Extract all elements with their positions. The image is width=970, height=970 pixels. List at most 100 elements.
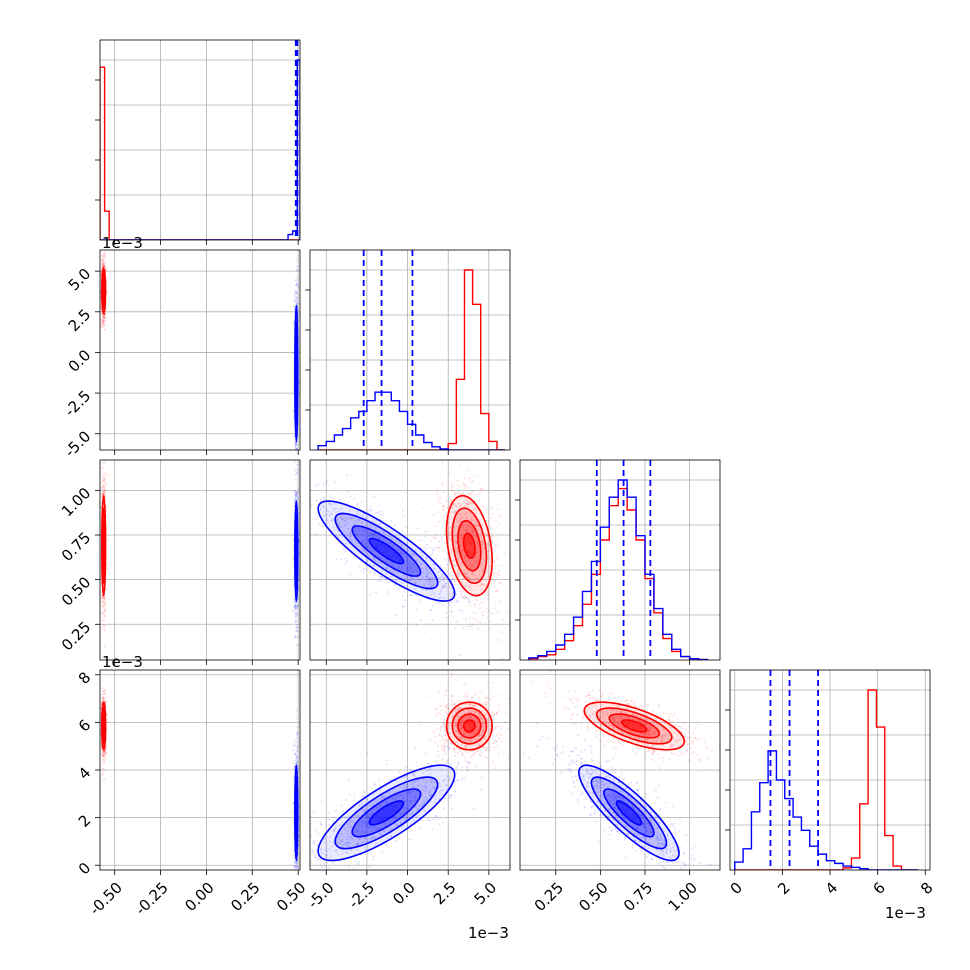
- scatter-point: [356, 511, 359, 514]
- scatter-point: [415, 559, 418, 562]
- scatter-point: [477, 523, 480, 526]
- scatter-point: [464, 513, 467, 516]
- scatter-point: [370, 546, 373, 549]
- scatter-point: [410, 576, 413, 579]
- scatter-point: [101, 605, 104, 608]
- scatter-point: [457, 502, 460, 505]
- scatter-point: [353, 523, 356, 526]
- scatter-point: [480, 539, 483, 542]
- scatter-point: [325, 482, 328, 485]
- scatter-point: [294, 498, 297, 501]
- scatter-point: [420, 546, 423, 549]
- scatter-point: [481, 541, 484, 544]
- panel-frame: [99, 39, 301, 241]
- scatter-point: [488, 549, 491, 552]
- scatter-point: [103, 461, 106, 464]
- scatter-point: [394, 614, 397, 617]
- scatter-point: [101, 258, 104, 261]
- scatter-point: [478, 603, 481, 606]
- scatter-point: [442, 585, 445, 588]
- scatter-point: [100, 495, 103, 498]
- scatter-point: [403, 552, 406, 555]
- scatter-point: [455, 539, 458, 542]
- scatter-point: [466, 583, 469, 586]
- scatter-point: [442, 577, 445, 580]
- scatter-point: [441, 481, 444, 484]
- scatter-point: [101, 611, 104, 614]
- scatter-point: [455, 600, 458, 603]
- scatter-point: [367, 535, 370, 538]
- scatter-point: [333, 502, 336, 505]
- scatter-point: [378, 514, 381, 517]
- scatter-point: [449, 501, 452, 504]
- y-tick-label: -2.5: [61, 387, 94, 420]
- scatter-point: [408, 569, 411, 572]
- scatter-point: [456, 573, 459, 576]
- scatter-point: [461, 516, 464, 519]
- scatter-point: [480, 544, 483, 547]
- scatter-point: [443, 533, 446, 536]
- scatter-point: [100, 487, 103, 490]
- scatter-point: [296, 755, 299, 758]
- scatter-point: [295, 756, 298, 759]
- scatter-point: [403, 563, 406, 566]
- scatter-point: [464, 523, 467, 526]
- scatter-point: [356, 510, 359, 513]
- scatter-point: [480, 583, 483, 586]
- scatter-point: [293, 456, 295, 458]
- scatter-point: [472, 572, 475, 575]
- scatter-point: [449, 547, 452, 550]
- scatter-point: [102, 316, 105, 319]
- scatter-point: [102, 479, 105, 482]
- scatter-point: [463, 484, 466, 487]
- scatter-point: [466, 485, 469, 488]
- scatter-point: [454, 564, 457, 567]
- scatter-point: [376, 511, 379, 514]
- scatter-point: [402, 595, 405, 598]
- scatter-point: [346, 560, 349, 563]
- scatter-point: [444, 541, 447, 544]
- scatter-point: [461, 609, 464, 612]
- scatter-point: [347, 527, 350, 530]
- scatter-point: [462, 596, 465, 599]
- scatter-point: [488, 574, 491, 577]
- scatter-point: [103, 328, 106, 331]
- scatter-point: [457, 559, 460, 562]
- scatter-point: [293, 299, 296, 302]
- scatter-point: [294, 616, 297, 619]
- scatter-point: [296, 613, 299, 616]
- scatter-point: [450, 595, 453, 598]
- scatter-point: [480, 601, 483, 604]
- scatter-point: [474, 598, 477, 601]
- scatter-point: [442, 509, 445, 512]
- scatter-point: [463, 556, 466, 559]
- scatter-point: [385, 525, 388, 528]
- scatter-point: [103, 619, 106, 622]
- scatter-point: [353, 556, 356, 559]
- scatter-point: [458, 654, 461, 657]
- scatter-point: [440, 590, 443, 593]
- scatter-point: [101, 259, 104, 262]
- scatter-point: [337, 510, 340, 513]
- scatter-point: [490, 532, 493, 535]
- scatter-point: [374, 495, 377, 498]
- scatter-point: [296, 282, 299, 285]
- scatter-point: [474, 612, 477, 615]
- scatter-point: [296, 604, 299, 607]
- scatter-point: [330, 519, 333, 522]
- scatter-point: [274, 499, 276, 501]
- scatter-point: [323, 498, 326, 501]
- scatter-point: [237, 474, 239, 476]
- scatter-point: [494, 544, 497, 547]
- scatter-point: [487, 609, 490, 612]
- scatter-point: [294, 626, 297, 629]
- scatter-point: [428, 579, 431, 582]
- scatter-point: [462, 590, 465, 593]
- scatter-point: [355, 527, 358, 530]
- scatter-point: [104, 319, 107, 322]
- scatter-point: [449, 586, 452, 589]
- scatter-point: [407, 563, 410, 566]
- scatter-point: [440, 573, 443, 576]
- scatter-point: [481, 583, 484, 586]
- scatter-point: [471, 503, 474, 506]
